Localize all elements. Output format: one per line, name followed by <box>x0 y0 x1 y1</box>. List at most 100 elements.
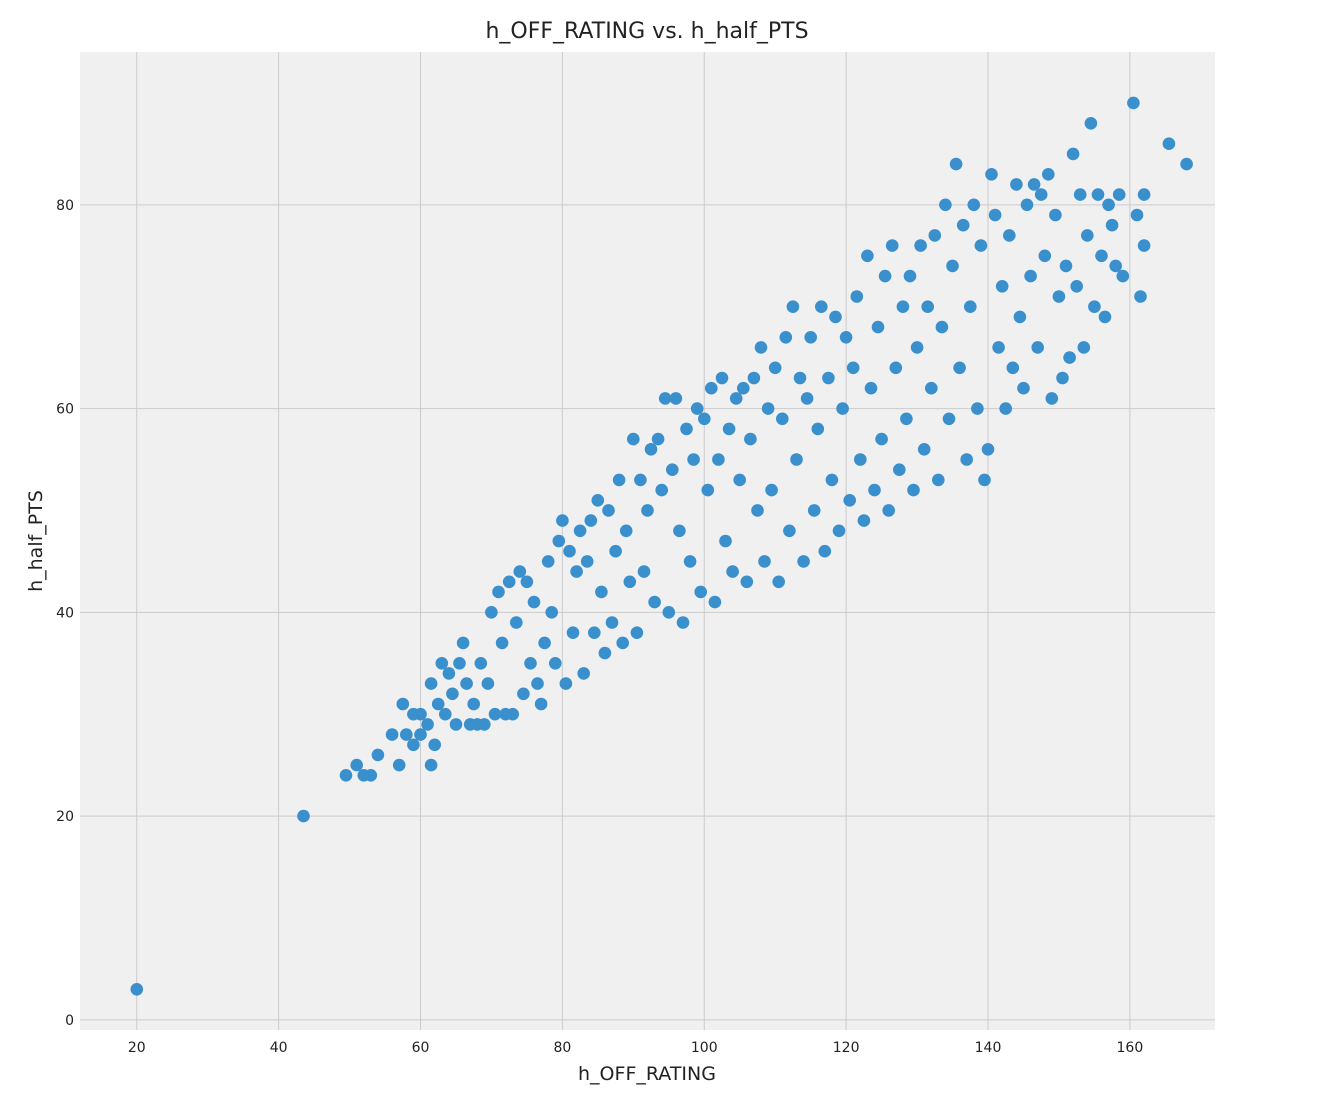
data-point <box>729 392 743 405</box>
data-point <box>1088 300 1101 314</box>
data-point <box>971 402 984 415</box>
data-point <box>428 738 442 752</box>
data-point <box>563 544 576 558</box>
data-point <box>1077 341 1091 354</box>
data-point <box>832 524 846 538</box>
data-point <box>495 636 509 650</box>
data-point <box>772 575 785 589</box>
data-point <box>414 707 427 721</box>
data-point <box>421 718 434 731</box>
data-point <box>1024 269 1037 283</box>
data-point <box>612 473 626 487</box>
data-point <box>1091 188 1105 201</box>
y-tick-label: 20 <box>56 809 74 825</box>
data-point <box>914 239 927 252</box>
data-point <box>1017 381 1030 395</box>
data-point <box>687 453 700 466</box>
data-point <box>981 443 995 456</box>
data-point <box>680 422 693 436</box>
data-point <box>953 361 966 375</box>
data-point <box>435 657 449 670</box>
data-point <box>751 504 764 517</box>
y-tick-label: 80 <box>56 198 74 214</box>
data-point <box>1081 229 1094 242</box>
data-point <box>545 606 558 619</box>
data-point <box>502 575 516 589</box>
data-point <box>676 616 690 629</box>
data-point <box>761 402 775 415</box>
data-point <box>556 514 569 527</box>
data-point <box>861 249 874 263</box>
data-point <box>130 983 144 996</box>
data-point <box>939 198 952 212</box>
data-point <box>800 392 814 405</box>
data-point <box>871 320 885 334</box>
x-tick-label: 60 <box>412 1040 430 1056</box>
data-point <box>385 728 399 741</box>
data-point <box>1105 218 1119 232</box>
data-point <box>754 341 768 354</box>
data-point <box>524 657 537 670</box>
data-point <box>896 300 910 314</box>
data-point <box>453 657 466 670</box>
data-point <box>744 432 757 446</box>
data-point <box>818 544 832 558</box>
data-point <box>992 341 1005 354</box>
data-point <box>371 748 385 762</box>
data-point <box>605 616 619 629</box>
data-point <box>414 728 427 741</box>
data-point <box>1137 188 1151 201</box>
data-point <box>1130 208 1144 222</box>
data-point <box>850 290 864 303</box>
data-point <box>690 402 704 415</box>
data-point <box>627 432 640 446</box>
data-point <box>538 636 551 650</box>
data-point <box>921 300 934 314</box>
data-point <box>662 606 676 619</box>
data-point <box>836 402 849 415</box>
data-point <box>825 473 839 487</box>
data-point <box>882 504 895 517</box>
data-point <box>875 432 888 446</box>
data-point <box>815 300 828 314</box>
data-point <box>431 697 445 711</box>
data-point <box>474 657 488 670</box>
data-point <box>797 555 810 568</box>
data-point <box>392 758 406 772</box>
data-point <box>885 239 899 252</box>
data-point <box>1162 137 1176 150</box>
data-point <box>510 616 523 629</box>
data-point <box>811 422 825 436</box>
data-point <box>1042 168 1055 181</box>
data-point <box>846 361 860 375</box>
plot-area <box>80 52 1215 1030</box>
data-point <box>456 636 470 650</box>
data-point <box>552 534 566 548</box>
data-point <box>1059 259 1073 273</box>
data-point <box>907 483 920 497</box>
data-point <box>988 208 1002 222</box>
data-point <box>829 310 842 324</box>
data-point <box>1045 392 1059 405</box>
x-axis-label: h_OFF_RATING <box>578 1063 716 1085</box>
data-point <box>1098 310 1112 324</box>
x-tick-label: 80 <box>553 1040 571 1056</box>
data-point <box>1003 229 1016 242</box>
data-point <box>1116 269 1130 283</box>
data-point <box>967 198 981 212</box>
data-point <box>758 555 771 568</box>
data-point <box>570 565 583 578</box>
data-point <box>722 422 736 436</box>
data-point <box>935 320 949 334</box>
data-point <box>673 524 686 538</box>
data-point <box>602 504 615 517</box>
data-point <box>1070 280 1083 293</box>
data-point <box>407 738 420 752</box>
y-tick-label: 0 <box>65 1013 74 1029</box>
data-point <box>446 687 459 701</box>
data-point <box>900 412 913 426</box>
data-point <box>666 463 679 477</box>
data-point <box>467 697 481 711</box>
data-point <box>644 443 658 456</box>
data-point <box>1137 239 1151 252</box>
